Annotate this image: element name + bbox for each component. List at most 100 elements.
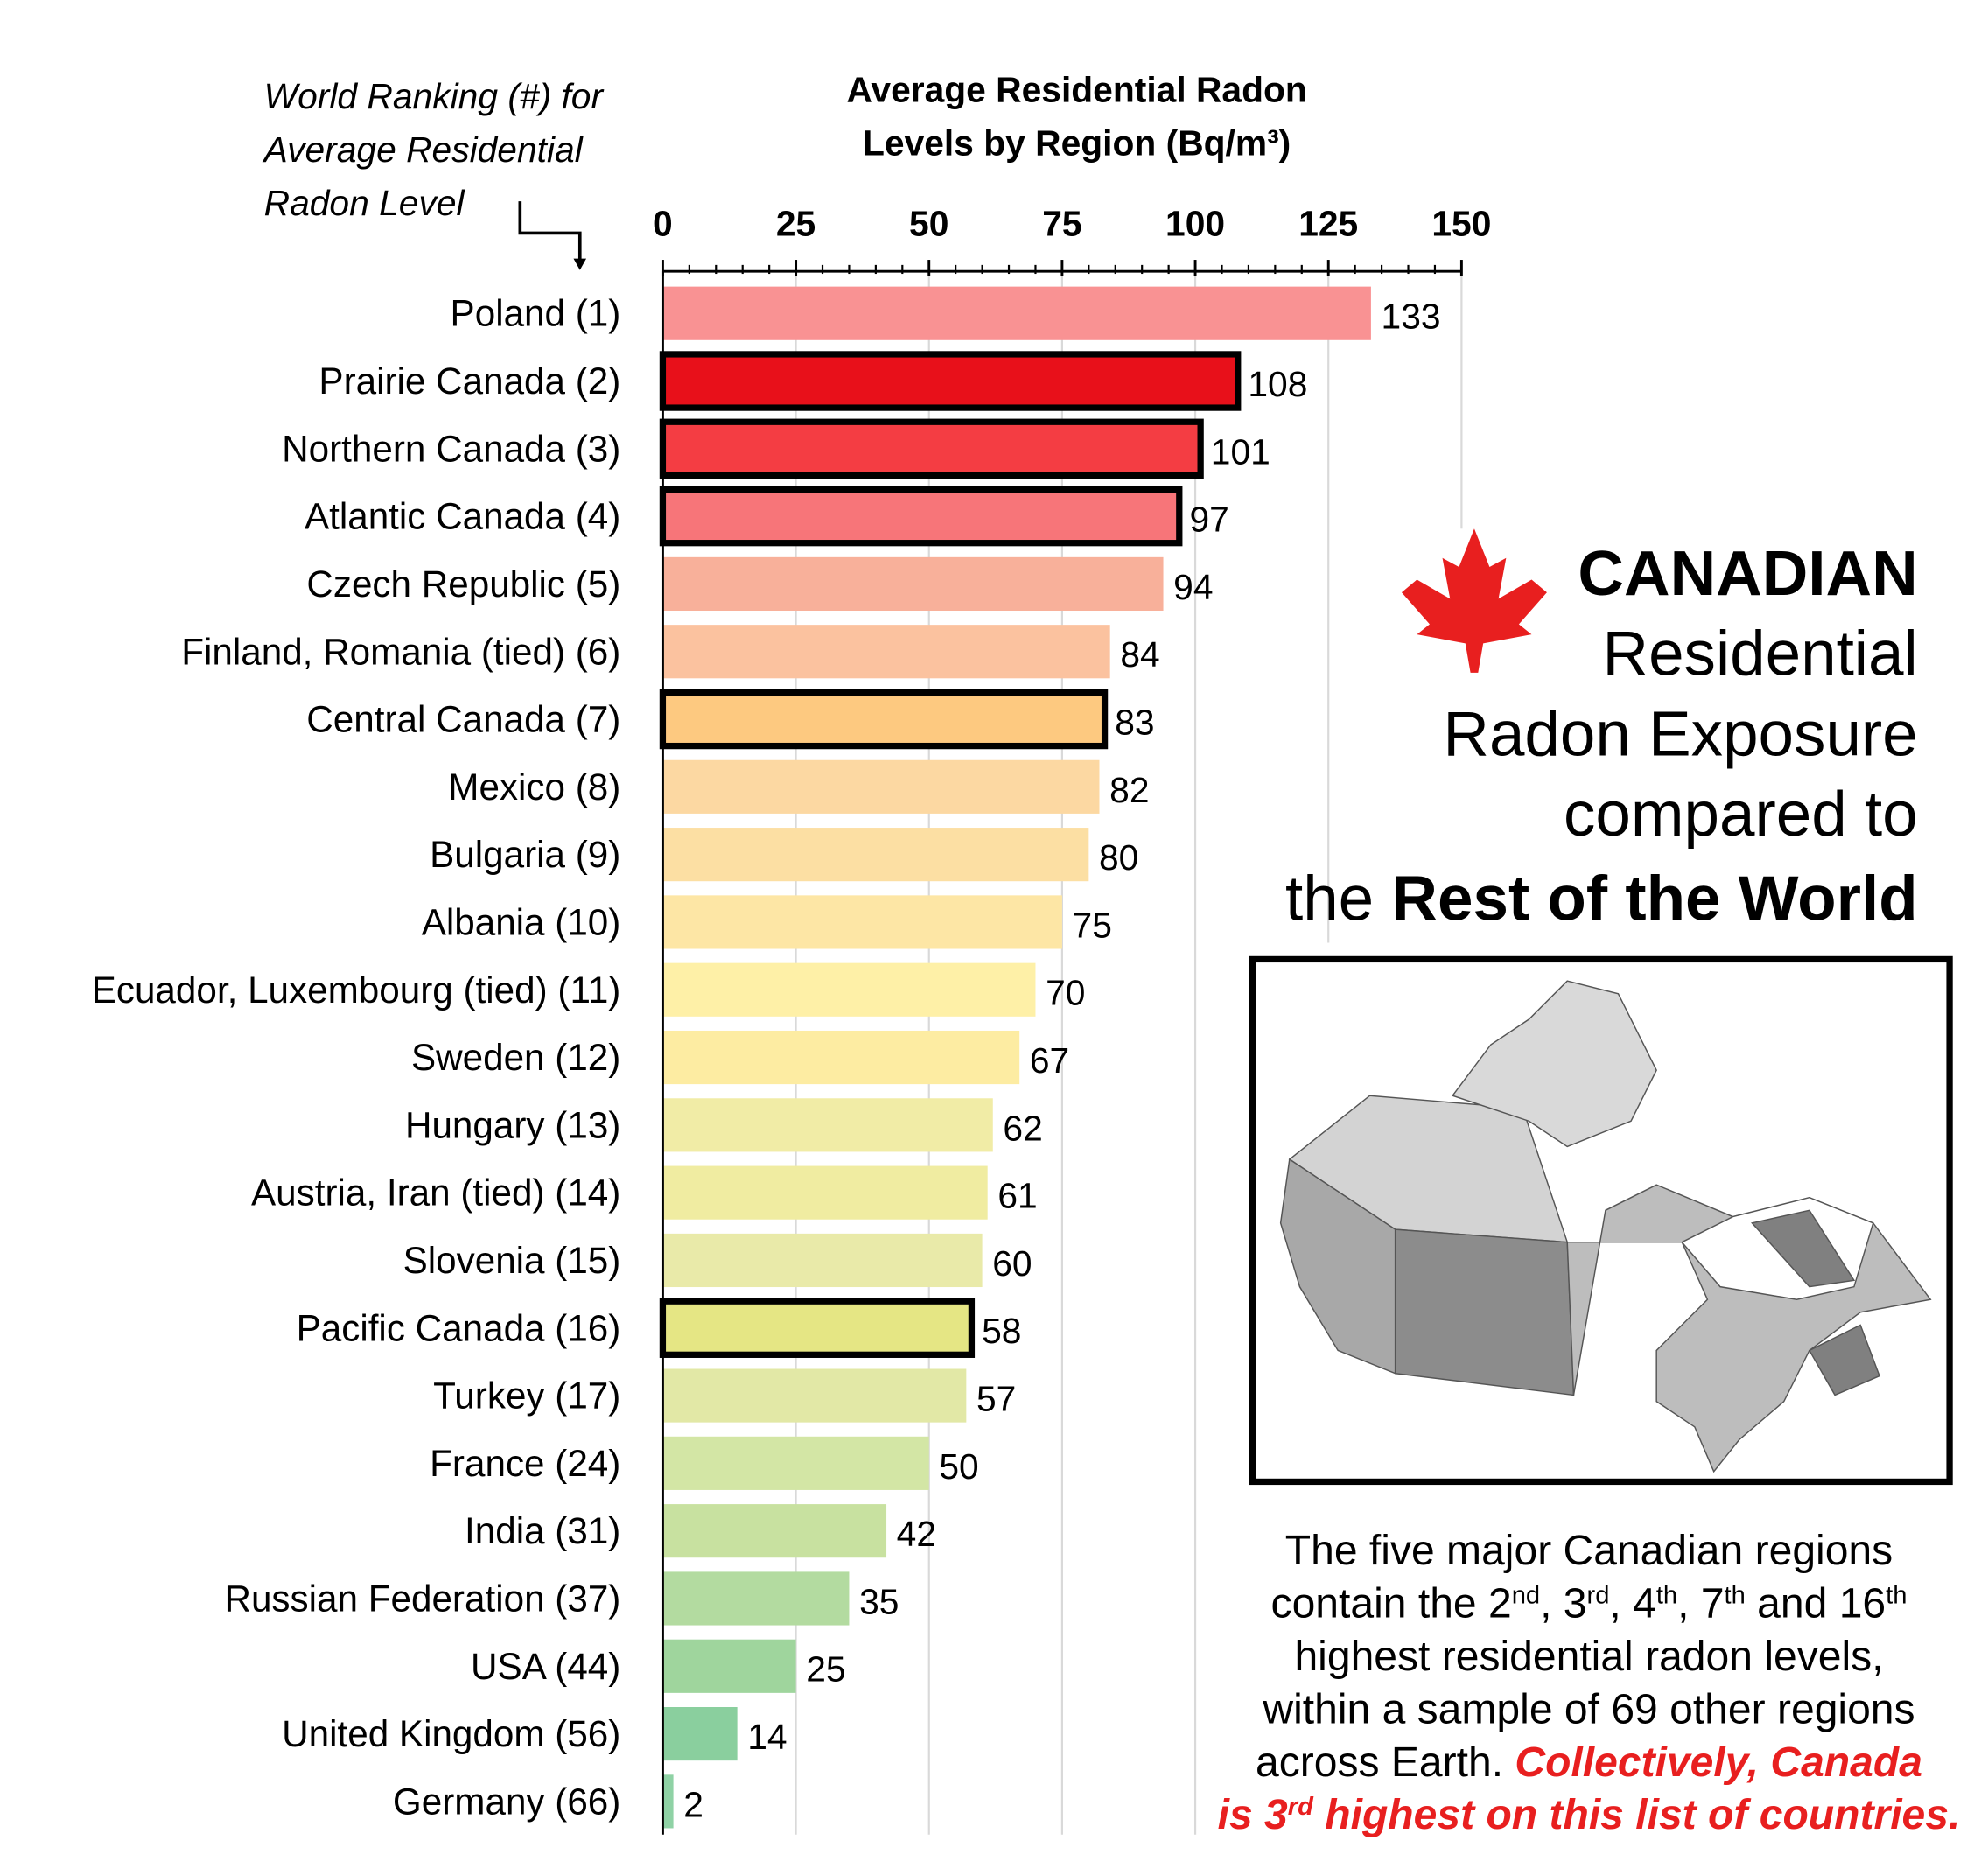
bar bbox=[662, 1436, 929, 1490]
y-tick-label: France (24) bbox=[430, 1443, 620, 1484]
value-label: 14 bbox=[747, 1717, 787, 1757]
value-label: 133 bbox=[1382, 297, 1441, 337]
annotation: World Ranking (#) for bbox=[264, 76, 605, 116]
heading-line: the Rest of the World bbox=[1285, 863, 1918, 934]
x-tick-label: 75 bbox=[1042, 203, 1082, 243]
heading-line: CANADIAN bbox=[1578, 538, 1917, 609]
y-tick-label: Turkey (17) bbox=[433, 1375, 620, 1417]
bar bbox=[659, 351, 1242, 411]
y-tick-label: Central Canada (7) bbox=[306, 699, 620, 740]
arrow-head bbox=[573, 258, 587, 270]
value-label: 61 bbox=[998, 1176, 1037, 1216]
maple-leaf bbox=[1401, 528, 1547, 673]
note-line: within a sample of 69 other regions bbox=[1262, 1686, 1914, 1732]
bar bbox=[662, 759, 1100, 814]
bars: 133 Poland (1) 108 Prairie Canada (2) 101 Nor… bbox=[92, 271, 1441, 1835]
y-tick-label: Slovenia (15) bbox=[403, 1240, 621, 1281]
map-region bbox=[1452, 980, 1657, 1148]
bar bbox=[662, 1707, 738, 1761]
x-tick-label: 25 bbox=[776, 203, 816, 243]
x-tick-label: 150 bbox=[1432, 203, 1491, 243]
annotation: Radon Level bbox=[264, 183, 466, 223]
x-tick-label: 125 bbox=[1298, 203, 1358, 243]
chart-title: Average Residential Radon bbox=[846, 69, 1306, 109]
bar bbox=[662, 1233, 983, 1288]
note-part: th bbox=[1886, 1582, 1907, 1610]
bar bbox=[662, 1504, 887, 1558]
value-label: 62 bbox=[1003, 1108, 1042, 1148]
value-label: 25 bbox=[806, 1649, 845, 1690]
heading-line: Residential bbox=[1603, 619, 1918, 689]
y-tick-label: Atlantic Canada (4) bbox=[304, 496, 620, 537]
value-label: 82 bbox=[1110, 770, 1149, 810]
value-label: 42 bbox=[897, 1514, 936, 1554]
bar bbox=[659, 689, 1109, 750]
note-part: th bbox=[1725, 1582, 1746, 1610]
annotation: Average Residential bbox=[262, 129, 584, 170]
value-label: 108 bbox=[1248, 364, 1307, 404]
value-label: 67 bbox=[1030, 1040, 1069, 1081]
x-tick-label: 100 bbox=[1166, 203, 1225, 243]
y-tick-label: Germany (66) bbox=[393, 1781, 620, 1822]
y-tick-label: India (31) bbox=[465, 1510, 620, 1551]
map-region bbox=[1808, 1324, 1880, 1396]
note-part: , 3 bbox=[1540, 1581, 1586, 1627]
value-label: 58 bbox=[982, 1311, 1021, 1351]
value-label: 97 bbox=[1189, 500, 1228, 540]
note-line: highest residential radon levels, bbox=[1294, 1634, 1883, 1680]
value-label: 57 bbox=[976, 1379, 1016, 1419]
note-part: nd bbox=[1512, 1582, 1540, 1610]
note-line: across Earth. Collectively, Canada bbox=[1256, 1739, 1922, 1786]
bar bbox=[659, 418, 1204, 479]
note-part: Collectively, Canada bbox=[1515, 1739, 1922, 1786]
map bbox=[1279, 980, 1932, 1473]
y-tick-label: Northern Canada (3) bbox=[282, 428, 620, 469]
bar bbox=[662, 556, 1164, 611]
y-tick-label: Bulgaria (9) bbox=[430, 834, 620, 875]
y-tick-label: Ecuador, Luxembourg (tied) (11) bbox=[92, 969, 621, 1011]
y-tick-label: Poland (1) bbox=[451, 293, 621, 334]
y-tick-label: Austria, Iran (tied) (14) bbox=[251, 1172, 620, 1214]
note-part: th bbox=[1656, 1582, 1677, 1610]
y-tick-label: Hungary (13) bbox=[405, 1104, 620, 1145]
value-label: 101 bbox=[1211, 431, 1270, 472]
value-label: 75 bbox=[1073, 905, 1112, 945]
note-part: is 3 bbox=[1218, 1792, 1288, 1838]
y-tick-label: Mexico (8) bbox=[448, 766, 620, 808]
y-tick-label: Albania (10) bbox=[422, 901, 621, 942]
y-tick-label: Sweden (12) bbox=[411, 1037, 620, 1078]
bar bbox=[662, 895, 1062, 949]
note-line: contain the 2nd, 3rd, 4th, 7th and 16th bbox=[1271, 1581, 1908, 1627]
bar bbox=[662, 286, 1371, 340]
heading-part: the bbox=[1285, 863, 1391, 934]
value-label: 35 bbox=[859, 1581, 899, 1621]
value-label: 70 bbox=[1046, 973, 1085, 1013]
y-tick-label: USA (44) bbox=[471, 1646, 620, 1687]
bar bbox=[662, 1639, 796, 1693]
chart-title: Levels by Region (Bq/m³) bbox=[863, 123, 1291, 164]
note-part: highest on this list of countries. bbox=[1313, 1792, 1960, 1838]
note-part: across Earth. bbox=[1256, 1739, 1515, 1786]
x-tick-label: 50 bbox=[909, 203, 948, 243]
map-region bbox=[1394, 1228, 1575, 1396]
note-part: and 16 bbox=[1746, 1581, 1886, 1627]
value-label: 2 bbox=[683, 1784, 704, 1824]
value-label: 83 bbox=[1115, 702, 1154, 742]
bar bbox=[662, 1098, 993, 1152]
note-part: within a sample of 69 other regions bbox=[1262, 1686, 1914, 1732]
bar bbox=[659, 1298, 976, 1358]
y-tick-label: Prairie Canada (2) bbox=[318, 360, 620, 402]
heading: CANADIAN Residential Radon Exposure compare… bbox=[1285, 538, 1918, 934]
y-tick-label: Russian Federation (37) bbox=[224, 1578, 620, 1620]
heading-line: Radon Exposure bbox=[1443, 698, 1917, 769]
bar bbox=[662, 828, 1089, 882]
value-label: 84 bbox=[1120, 634, 1159, 675]
heading-part: Rest of the World bbox=[1391, 863, 1917, 934]
note-part: rd bbox=[1587, 1582, 1610, 1610]
note-part: contain the 2 bbox=[1271, 1581, 1512, 1627]
y-tick-label: Finland, Romania (tied) (6) bbox=[181, 631, 620, 672]
note-part: The five major Canadian regions bbox=[1285, 1528, 1893, 1574]
y-tick-label: United Kingdom (56) bbox=[282, 1713, 620, 1754]
bar bbox=[662, 625, 1110, 679]
